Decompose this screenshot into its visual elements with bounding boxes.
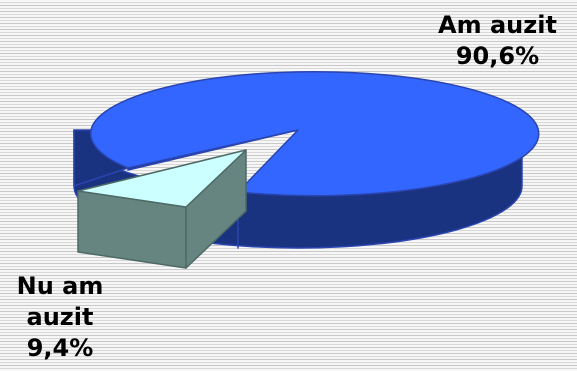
slice-label-am-auzit-text: Am auzit <box>438 11 557 39</box>
slice-label-nu-am-auzit: Nu am auzit 9,4% <box>0 271 120 364</box>
slice-label-am-auzit: Am auzit 90,6% <box>430 10 565 72</box>
slice-value-nu-am-auzit: 9,4% <box>26 334 94 362</box>
slice-label-nu-am-auzit-line1: Nu am <box>16 272 104 300</box>
slice-label-nu-am-auzit-line2: auzit <box>26 303 94 331</box>
slice-value-am-auzit: 90,6% <box>455 42 540 70</box>
slice-nu-am-auzit-top <box>77 149 247 208</box>
slice-am-auzit-top <box>90 71 540 197</box>
slice-nu-am-auzit <box>77 149 247 269</box>
